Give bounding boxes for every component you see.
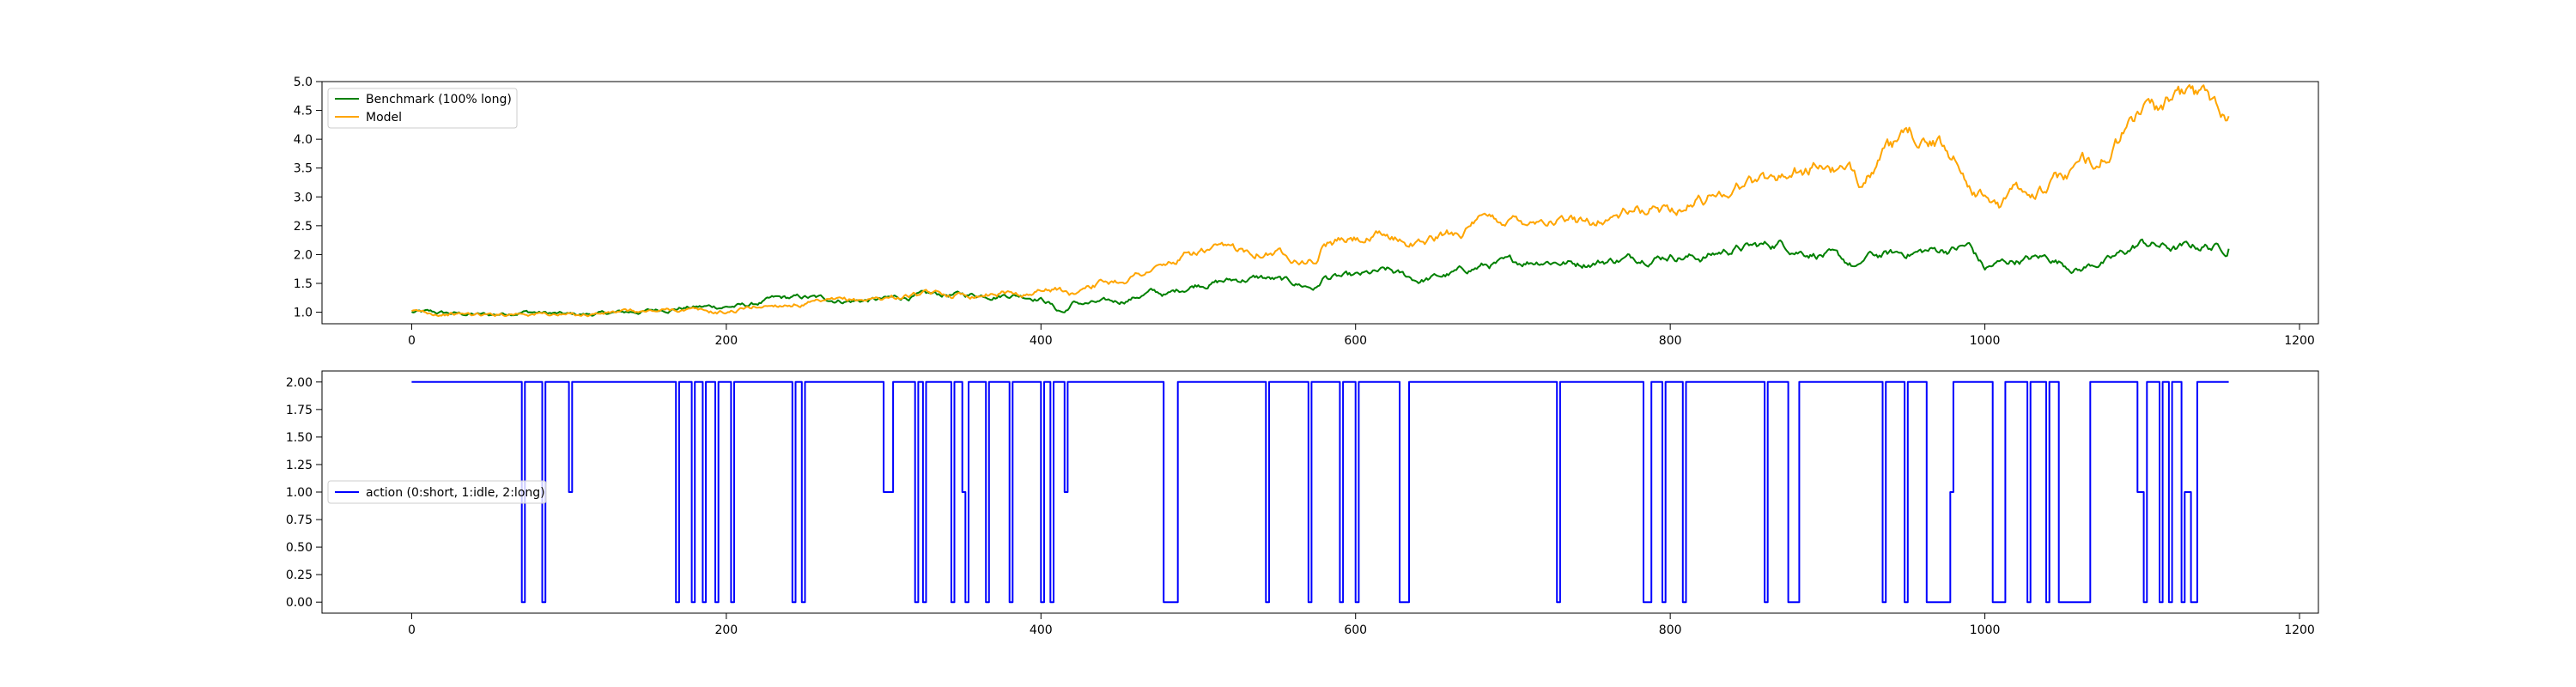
x-tick-label: 400 [1030, 623, 1053, 637]
y-tick-label: 0.25 [286, 568, 313, 582]
legend: Benchmark (100% long) Model [327, 88, 518, 129]
y-tick-label: 2.00 [286, 376, 313, 390]
x-tick-label: 600 [1344, 623, 1367, 637]
y-tick-label: 3.5 [294, 162, 313, 176]
x-axis-ticks: 0 200 400 600 800 1000 1200 [408, 324, 2315, 348]
y-tick-label: 1.50 [286, 431, 313, 445]
series-lines [411, 84, 2230, 318]
x-tick-label: 200 [714, 334, 738, 348]
x-tick-label: 0 [408, 623, 416, 637]
y-tick-label: 1.00 [286, 486, 313, 500]
y-tick-label: 5.0 [294, 76, 313, 89]
y-tick-label: 4.0 [294, 133, 313, 147]
x-tick-label: 0 [408, 334, 416, 348]
x-tick-label: 200 [714, 623, 738, 637]
y-tick-label: 1.5 [294, 277, 313, 291]
y-tick-label: 0.50 [286, 541, 313, 555]
y-tick-label: 1.0 [294, 307, 313, 320]
x-tick-label: 800 [1659, 334, 1682, 348]
series-lines [411, 380, 2229, 604]
y-tick-label: 0.00 [286, 596, 313, 610]
x-axis-ticks: 0 200 400 600 800 1000 1200 [408, 613, 2315, 637]
x-tick-label: 800 [1659, 623, 1682, 637]
legend-label-benchmark: Benchmark (100% long) [366, 93, 512, 106]
y-tick-label: 3.0 [294, 191, 313, 204]
y-tick-label: 4.5 [294, 105, 313, 119]
y-tick-label: 2.0 [294, 248, 313, 262]
x-tick-label: 1200 [2284, 334, 2315, 348]
x-tick-label: 1000 [1970, 334, 2001, 348]
y-tick-label: 1.75 [286, 404, 313, 417]
x-tick-label: 1200 [2284, 623, 2315, 637]
series-line-1 [411, 84, 2230, 318]
y-tick-label: 1.25 [286, 459, 313, 472]
legend-box [327, 480, 547, 504]
y-axis-ticks: 1.0 1.5 2.0 2.5 3.0 3.5 4.0 4.5 5.0 [294, 76, 322, 320]
series-line-0 [411, 380, 2229, 604]
action-chart: 0 200 400 600 800 1000 1200 0.00 0.25 0.50 0.75 1.… [286, 370, 2319, 637]
y-tick-label: 0.75 [286, 514, 313, 527]
legend-box [327, 88, 518, 129]
legend: action (0:short, 1:idle, 2:long) [327, 480, 547, 504]
y-tick-label: 2.5 [294, 220, 313, 234]
x-tick-label: 1000 [1970, 623, 2001, 637]
legend-label-action: action (0:short, 1:idle, 2:long) [366, 486, 545, 500]
portfolio-value-chart: 0 200 400 600 800 1000 1200 1.0 1.5 2.0 2.5 3.0 3.5… [294, 76, 2319, 348]
legend-label-model: Model [366, 111, 402, 125]
axes-frame [321, 81, 2319, 325]
x-tick-label: 400 [1030, 334, 1053, 348]
x-tick-label: 600 [1344, 334, 1367, 348]
series-line-0 [411, 238, 2230, 317]
y-axis-ticks: 0.00 0.25 0.50 0.75 1.00 1.25 1.50 1.75 2.00 [286, 376, 322, 610]
